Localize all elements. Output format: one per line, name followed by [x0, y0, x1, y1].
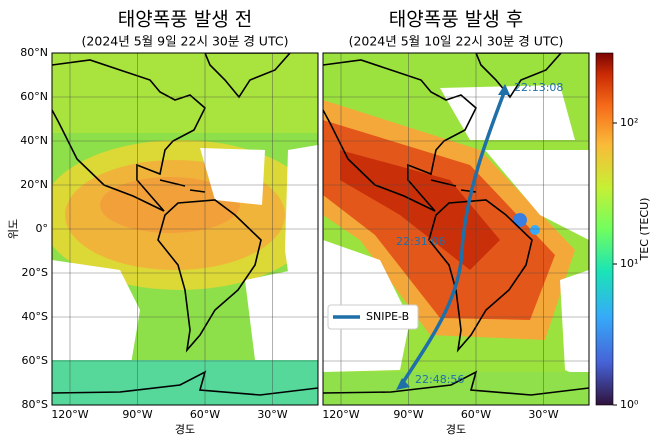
lon-tick-label: 90°W	[122, 408, 152, 421]
panel-frame	[51, 52, 319, 406]
x-axis-label: 경도	[446, 423, 466, 436]
lat-tick-label: 80°N	[20, 46, 48, 59]
legend-label: SNIPE-B	[366, 310, 409, 323]
lat-tick-label: 60°S	[22, 354, 48, 367]
lon-tick-label: 60°W	[461, 408, 491, 421]
panel-title: 태양폭풍 발생 전	[118, 9, 252, 31]
colorbar-tick-label: 10²	[620, 116, 638, 129]
colorbar-tick-label: 10⁰	[620, 398, 639, 411]
y-axis-label: 위도	[7, 219, 20, 239]
lat-tick-label: 20°S	[22, 266, 48, 279]
lat-tick-label: 0°	[36, 222, 49, 235]
legend	[327, 304, 419, 330]
lat-tick-label: 60°N	[20, 90, 48, 103]
x-axis-label: 경도	[175, 423, 195, 436]
track-time: 22:31:06	[396, 235, 445, 248]
lon-tick-label: 120°W	[51, 408, 88, 421]
panel-subtitle: (2024년 5월 10일 22시 30분 경 UTC)	[349, 34, 564, 49]
panel-frame	[322, 52, 590, 406]
lat-tick-label: 40°N	[20, 134, 48, 147]
lon-tick-label: 30°W	[257, 408, 287, 421]
colorbar-label: TEC (TECU)	[638, 198, 651, 262]
track-time: 22:48:56	[415, 373, 464, 386]
track-arrow	[498, 84, 510, 95]
lat-tick-label: 20°N	[20, 178, 48, 191]
lon-tick-label: 120°W	[322, 408, 359, 421]
track-time: 22:13:08	[514, 81, 563, 94]
panel-subtitle: (2024년 5월 9일 22시 30분 경 UTC)	[82, 34, 289, 49]
lon-tick-label: 30°W	[528, 408, 558, 421]
lon-tick-label: 60°W	[190, 408, 220, 421]
satellite-track	[398, 89, 507, 388]
lat-tick-label: 40°S	[22, 310, 48, 323]
lon-tick-label: 90°W	[393, 408, 423, 421]
panel-title: 태양폭풍 발생 후	[389, 9, 523, 31]
lat-tick-label: 80°S	[22, 398, 48, 411]
colorbar-tick-label: 10¹	[620, 257, 638, 270]
colorbar	[595, 52, 614, 406]
track-arrow	[396, 378, 410, 390]
